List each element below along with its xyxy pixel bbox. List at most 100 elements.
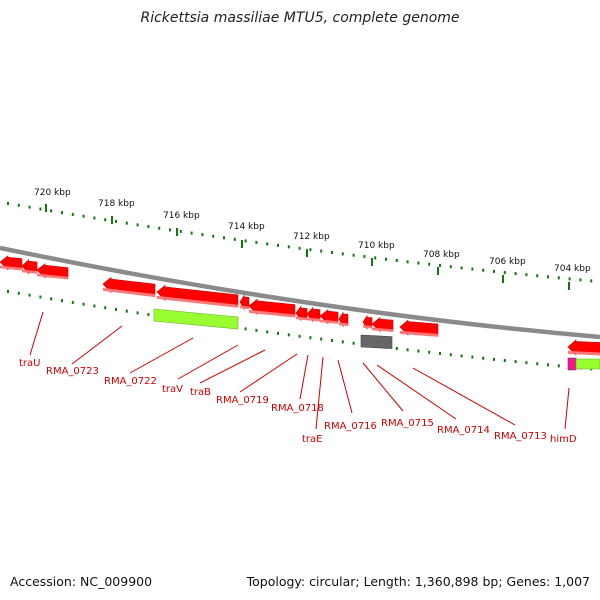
- gene-label[interactable]: RMA_0715: [381, 418, 434, 429]
- gene-label[interactable]: traV: [162, 384, 183, 395]
- track-dot: [547, 363, 549, 367]
- gene-block[interactable]: [575, 358, 600, 370]
- track-dot: [169, 228, 171, 232]
- track-dot: [190, 231, 193, 235]
- cds-arrow[interactable]: [156, 284, 239, 308]
- scale-tick-label: 704 kbp: [554, 264, 591, 274]
- track-dot: [147, 313, 150, 317]
- track-dot: [125, 309, 128, 313]
- track-dot: [320, 249, 323, 253]
- track-dot: [115, 307, 117, 311]
- track-dot: [287, 333, 290, 337]
- gene-label-leader-line: [564, 387, 570, 430]
- scale-tick-mark: [502, 275, 504, 283]
- track-dot: [28, 205, 31, 209]
- feature-block[interactable]: [567, 357, 577, 371]
- track-dot: [590, 279, 593, 283]
- scale-tick-label: 718 kbp: [98, 199, 135, 209]
- gene-block[interactable]: [153, 308, 239, 330]
- track-dot: [482, 356, 485, 360]
- track-dot: [341, 252, 344, 256]
- track-dot: [331, 250, 333, 254]
- feature-track: [0, 255, 600, 371]
- track-dot: [179, 229, 182, 233]
- map-title: Rickettsia massiliae MTU5, complete geno…: [140, 10, 460, 26]
- gene-label-leader-line: [71, 325, 123, 365]
- gene-label-leader-line: [29, 311, 44, 356]
- track-dot: [125, 221, 128, 225]
- cds-arrow-shade: [103, 287, 155, 298]
- scale-tick-label: 710 kbp: [358, 241, 395, 251]
- gene-label[interactable]: RMA_0716: [324, 421, 377, 432]
- track-dot: [244, 327, 247, 331]
- track-dot: [557, 364, 560, 368]
- track-dot: [82, 214, 85, 218]
- track-dot: [525, 361, 528, 365]
- gene-label[interactable]: traB: [190, 387, 211, 398]
- track-dot: [266, 242, 269, 246]
- track-dot: [385, 257, 387, 261]
- track-dot: [406, 348, 409, 352]
- gene-label[interactable]: himD: [550, 434, 577, 445]
- track-dot: [255, 240, 258, 244]
- track-dot: [298, 334, 301, 338]
- track-dot: [61, 299, 63, 303]
- gene-label-leader-line: [362, 362, 404, 412]
- track-dot: [493, 357, 495, 361]
- gene-label[interactable]: traU: [19, 358, 40, 369]
- track-dot: [61, 211, 63, 215]
- gene-label[interactable]: RMA_0723: [46, 366, 99, 377]
- track-dot: [136, 311, 139, 315]
- track-dot: [568, 277, 571, 281]
- cds-arrow-shade: [400, 330, 438, 337]
- scale-tick-mark: [176, 228, 178, 236]
- scale-tick-mark: [568, 282, 570, 290]
- gene-label-leader-line: [239, 353, 298, 393]
- track-dot: [17, 203, 20, 207]
- gene-label[interactable]: traE: [302, 434, 322, 445]
- gene-label[interactable]: RMA_0719: [216, 395, 269, 406]
- gene-label-leader-line: [177, 344, 239, 380]
- track-dot: [503, 270, 506, 274]
- track-dot: [536, 362, 539, 366]
- accession-text: Accession: NC_009900: [10, 574, 153, 589]
- track-dot: [39, 295, 42, 299]
- track-dot: [201, 233, 204, 237]
- track-dot: [309, 336, 312, 340]
- scale-tick-label: 712 kbp: [293, 232, 330, 242]
- track-dot: [460, 354, 463, 358]
- track-dot: [352, 253, 355, 257]
- scale-ticks: 720 kbp 718 kbp 716 kbp 714 kbp 712 kbp 710 k…: [34, 188, 591, 290]
- cds-arrow[interactable]: [567, 339, 600, 356]
- track-dot: [50, 209, 53, 213]
- track-dot: [244, 239, 247, 243]
- track-dot: [331, 338, 333, 342]
- gene-label[interactable]: RMA_0718: [271, 403, 324, 414]
- genome-summary-text: Topology: circular; Length: 1,360,898 bp…: [246, 574, 590, 589]
- gene-label[interactable]: RMA_0713: [494, 431, 547, 442]
- track-dot: [449, 265, 452, 269]
- pseudogene-block[interactable]: [360, 334, 393, 349]
- track-dot: [557, 276, 560, 280]
- gene-label-leader-line: [337, 359, 353, 414]
- track-dot: [514, 272, 517, 276]
- cds-arrow-shade: [320, 319, 338, 324]
- track-dot: [71, 300, 74, 304]
- track-dot: [93, 304, 96, 308]
- track-dot: [428, 262, 431, 266]
- outer-dotted-track: [7, 201, 593, 283]
- gene-label-leader-line: [299, 354, 309, 400]
- track-dot: [223, 236, 225, 240]
- cds-arrow-shade: [37, 273, 68, 280]
- gene-label[interactable]: RMA_0722: [104, 376, 157, 387]
- cds-arrow-shade: [0, 265, 22, 271]
- track-dot: [147, 225, 150, 229]
- gene-label-leader-line: [412, 367, 516, 426]
- track-dot: [277, 331, 279, 335]
- gene-label[interactable]: RMA_0714: [437, 425, 490, 436]
- scale-tick-mark: [45, 204, 47, 212]
- track-dot: [395, 347, 398, 351]
- track-dot: [493, 269, 495, 273]
- scale-tick-mark: [111, 216, 113, 224]
